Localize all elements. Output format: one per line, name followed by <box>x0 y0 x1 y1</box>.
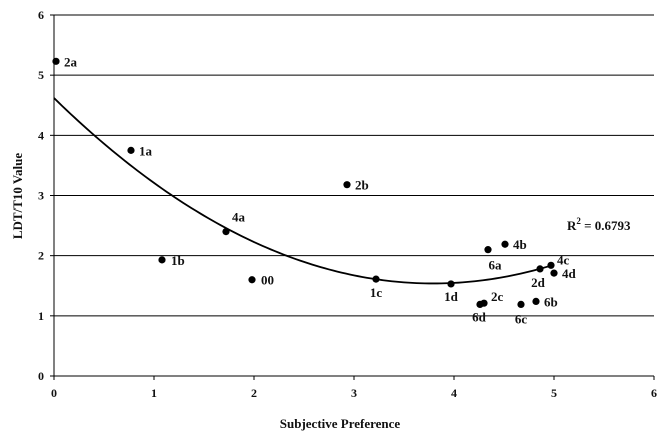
data-point-1a <box>127 146 135 154</box>
y-axis-title: LDT/T10 Value <box>10 153 25 240</box>
data-point-2b <box>343 181 351 189</box>
data-point-4d <box>550 269 558 277</box>
data-point-label-4c: 4c <box>557 252 570 267</box>
x-tick-label-2: 2 <box>251 386 257 400</box>
data-point-label-2a: 2a <box>64 54 78 69</box>
data-point-2a <box>52 57 60 65</box>
x-tick-label-6: 6 <box>651 386 657 400</box>
r-squared-prefix: R <box>567 218 577 233</box>
r-squared-value: = 0.6793 <box>581 218 631 233</box>
r-squared-superscript: 2 <box>576 216 581 226</box>
y-tick-label-5: 5 <box>38 68 44 82</box>
data-point-6b <box>532 297 540 305</box>
y-tick-label-2: 2 <box>38 249 44 263</box>
data-point-1b <box>158 256 166 264</box>
data-point-1c <box>372 275 380 283</box>
data-point-00 <box>248 276 256 284</box>
data-point-label-6a: 6a <box>489 258 503 273</box>
data-point-label-1b: 1b <box>171 253 185 268</box>
data-point-1d <box>447 280 455 288</box>
data-point-label-6c: 6c <box>515 311 528 326</box>
data-point-label-1a: 1a <box>139 143 153 158</box>
y-tick-label-4: 4 <box>38 128 44 142</box>
data-point-4b <box>501 240 509 248</box>
data-point-label-4d: 4d <box>562 266 577 281</box>
data-point-2c <box>480 299 488 307</box>
data-point-label-6b: 6b <box>544 294 558 309</box>
y-tick-label-1: 1 <box>38 309 44 323</box>
trendline <box>53 97 555 285</box>
data-point-4c <box>547 261 555 269</box>
data-point-label-6d: 6d <box>472 309 487 324</box>
y-tick-label-3: 3 <box>38 189 44 203</box>
data-point-label-2d: 2d <box>531 275 546 290</box>
x-axis-title: Subjective Preference <box>280 416 401 431</box>
x-tick-label-0: 0 <box>51 386 57 400</box>
y-tick-label-6: 6 <box>38 8 44 22</box>
data-points <box>52 57 558 309</box>
data-point-6c <box>517 300 525 309</box>
data-point-label-2c: 2c <box>491 289 504 304</box>
y-tick-label-0: 0 <box>38 369 44 383</box>
x-tick-label-4: 4 <box>451 386 457 400</box>
data-point-label-1d: 1d <box>444 289 459 304</box>
data-point-label-00: 00 <box>261 273 274 288</box>
r-squared-annotation: R2 = 0.6793 <box>567 216 631 233</box>
data-point-label-4a: 4a <box>232 210 246 225</box>
grid-lines <box>54 14 654 317</box>
y-tick-labels: 0 1 2 3 4 5 6 <box>38 8 54 383</box>
x-tick-labels: 0 1 2 3 4 5 6 <box>51 376 657 400</box>
x-tick-label-3: 3 <box>351 386 357 400</box>
x-tick-label-5: 5 <box>551 386 557 400</box>
data-point-4a <box>222 228 230 236</box>
data-point-2d <box>536 265 544 273</box>
data-point-label-1c: 1c <box>370 285 383 300</box>
data-point-6a <box>484 246 492 254</box>
data-point-label-2b: 2b <box>355 178 369 193</box>
data-point-label-4b: 4b <box>513 237 527 252</box>
x-tick-label-1: 1 <box>151 386 157 400</box>
